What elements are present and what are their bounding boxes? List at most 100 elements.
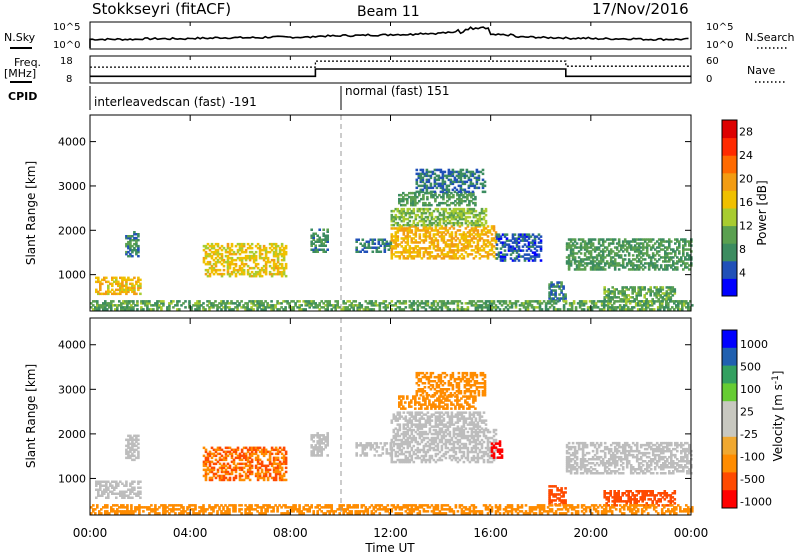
scatter-cell <box>408 460 412 464</box>
scatter-cell <box>280 456 284 460</box>
scatter-cell <box>432 195 435 199</box>
scatter-cell <box>522 302 526 305</box>
scatter-cell <box>394 239 398 242</box>
scatter-cell <box>414 227 418 230</box>
scatter-cell <box>244 464 248 468</box>
scatter-cell <box>637 294 640 297</box>
scatter-cell <box>210 476 214 480</box>
scatter-cell <box>410 231 414 234</box>
scatter-cell <box>450 215 454 219</box>
scatter-cell <box>684 242 687 245</box>
scatter-cell <box>316 306 319 309</box>
scatter-cell <box>214 262 218 266</box>
scatter-cell <box>623 248 627 251</box>
scatter-cell <box>652 302 656 305</box>
scatter-cell <box>214 248 218 252</box>
scatter-cell <box>131 248 134 252</box>
scatter-cell <box>310 450 313 453</box>
scatter-cell <box>400 442 404 446</box>
scatter-cell <box>460 197 463 201</box>
scatter-cell <box>256 462 260 466</box>
scatter-cell <box>444 442 448 446</box>
scatter-cell <box>482 227 486 230</box>
scatter-cell <box>509 257 513 260</box>
scatter-cell <box>420 239 424 242</box>
scatter-cell <box>453 190 457 194</box>
scatter-cell <box>106 304 109 307</box>
scatter-cell <box>236 268 240 272</box>
scatter-cell <box>525 249 529 252</box>
scatter-cell <box>105 280 108 284</box>
scatter-cell <box>402 302 406 305</box>
scatter-cell <box>631 266 635 269</box>
scatter-cell <box>412 460 416 464</box>
scatter-cell <box>418 430 422 434</box>
scatter-cell <box>240 272 244 276</box>
scatter-cell <box>356 304 359 307</box>
scatter-cell <box>480 209 484 213</box>
scatter-cell <box>633 290 636 293</box>
scatter-cell <box>228 452 232 456</box>
scatter-cell <box>617 238 621 241</box>
scatter-cell <box>603 256 607 259</box>
scatter-cell <box>556 297 559 300</box>
scatter-cell <box>92 308 95 311</box>
scatter-cell <box>410 223 414 227</box>
scatter-cell <box>519 239 523 242</box>
scatter-cell <box>252 308 255 311</box>
scatter-cell <box>326 240 329 243</box>
scatter-cell <box>270 244 274 248</box>
scatter-cell <box>582 308 586 311</box>
scatter-cell <box>552 283 555 286</box>
scatter-cell <box>585 248 589 251</box>
scatter-cell <box>657 246 661 249</box>
scatter-cell <box>569 262 573 265</box>
scatter-cell <box>394 438 398 442</box>
scatter-cell <box>392 442 396 446</box>
scatter-cell <box>462 193 465 197</box>
scatter-cell <box>406 237 410 240</box>
scatter-cell <box>480 454 484 458</box>
scatter-cell <box>224 456 228 460</box>
scatter-cell <box>465 180 469 184</box>
scatter-cell <box>602 300 606 303</box>
scatter-cell <box>396 243 400 246</box>
scatter-cell <box>408 225 412 228</box>
scatter-cell <box>224 254 228 258</box>
scatter-cell <box>316 446 319 449</box>
scatter-cell <box>190 306 193 309</box>
scatter-cell <box>107 492 110 495</box>
scatter-cell <box>470 239 474 242</box>
scatter-cell <box>428 227 432 230</box>
scatter-cell <box>424 223 428 227</box>
scatter-cell <box>256 470 260 474</box>
scatter-cell <box>133 434 136 438</box>
scatter-cell <box>316 448 319 451</box>
scatter-cell <box>439 168 443 172</box>
scatter-cell <box>567 268 571 271</box>
scatter-cell <box>324 250 327 253</box>
scatter-cell <box>550 281 553 284</box>
scatter-cell <box>282 252 286 256</box>
scatter-cell <box>369 442 373 445</box>
velocity-scatter-cells <box>90 371 694 515</box>
scatter-cell <box>595 256 599 259</box>
y-tick-label: 2000 <box>58 224 86 237</box>
scatter-cell <box>310 240 313 243</box>
scatter-cell <box>125 278 128 282</box>
scatter-cell <box>580 304 584 307</box>
scatter-cell <box>486 458 490 462</box>
scatter-cell <box>424 227 428 230</box>
scatter-cell <box>248 272 252 276</box>
scatter-cell <box>314 434 317 437</box>
scatter-cell <box>218 272 222 276</box>
scatter-cell <box>425 190 429 194</box>
scatter-cell <box>107 496 110 499</box>
scatter-cell <box>440 304 444 307</box>
scatter-cell <box>427 186 431 190</box>
scatter-cell <box>613 262 617 265</box>
scatter-cell <box>396 215 400 219</box>
scatter-cell <box>431 186 435 190</box>
scatter-cell <box>250 306 253 309</box>
scatter-cell <box>125 284 128 288</box>
